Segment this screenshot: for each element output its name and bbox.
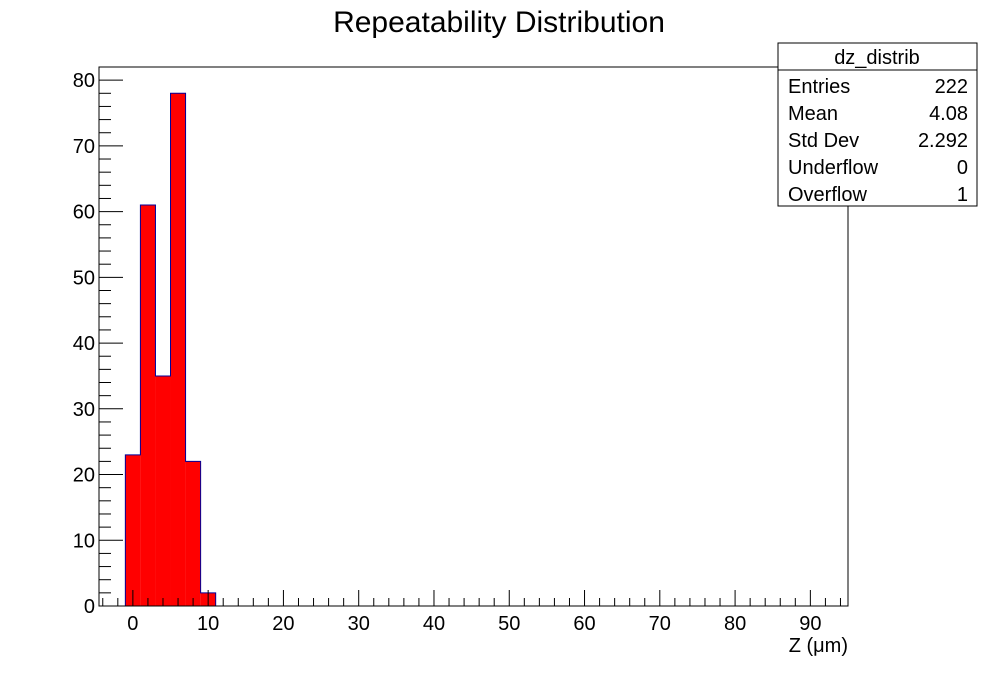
x-tick-label: 20	[272, 613, 294, 635]
stats-label: Std Dev	[788, 130, 859, 152]
histogram-bars	[124, 92, 217, 607]
stats-value: 0	[957, 157, 968, 179]
histogram-bar-1	[140, 205, 156, 606]
stats-box: dz_distrib Entries 222 Mean 4.08 Std Dev 2.29…	[777, 42, 978, 207]
y-tick-label: 0	[84, 596, 95, 618]
x-tick-label: 0	[127, 613, 138, 635]
stats-label: Overflow	[788, 184, 867, 206]
stats-label: Entries	[788, 76, 850, 98]
y-tick-label: 80	[73, 70, 95, 92]
y-tick-label: 20	[73, 465, 95, 487]
x-tick-label: 10	[197, 613, 219, 635]
y-tick-label: 30	[73, 399, 95, 421]
stats-value: 1	[957, 184, 968, 206]
x-tick-label: 90	[799, 613, 821, 635]
plot-frame	[98, 66, 849, 607]
histogram-outline	[124, 92, 217, 606]
y-tick-label: 70	[73, 136, 95, 158]
stats-label: Mean	[788, 103, 838, 125]
stats-value: 222	[935, 76, 968, 98]
x-tick-label: 70	[649, 613, 671, 635]
y-tick-label: 50	[73, 267, 95, 289]
x-tick-label: 40	[423, 613, 445, 635]
stats-value: 4.08	[929, 103, 968, 125]
x-axis: 0 10 20 30 40 50 60 70 80 90	[102, 590, 841, 635]
stats-box-title: dz_distrib	[834, 47, 920, 69]
stats-label: Underflow	[788, 157, 879, 179]
x-tick-label: 60	[573, 613, 595, 635]
y-axis: 0 10 20 30 40 50 60 70 80	[73, 66, 123, 618]
histogram-bar-0	[125, 454, 141, 606]
histogram-bar-2	[155, 375, 171, 606]
stats-value: 2.292	[918, 130, 968, 152]
x-tick-label: 50	[498, 613, 520, 635]
y-tick-label: 10	[73, 530, 95, 552]
x-tick-label: 30	[348, 613, 370, 635]
x-tick-label: 80	[724, 613, 746, 635]
x-axis-label: Z (μm)	[789, 635, 848, 657]
stats-rows: Entries 222 Mean 4.08 Std Dev 2.292 Underflow 0…	[788, 76, 968, 206]
y-tick-label: 40	[73, 333, 95, 355]
y-tick-label: 60	[73, 202, 95, 224]
chart-title: Repeatability Distribution	[333, 6, 665, 39]
histogram-bar-4	[185, 461, 201, 606]
histogram-bar-3	[170, 93, 186, 607]
